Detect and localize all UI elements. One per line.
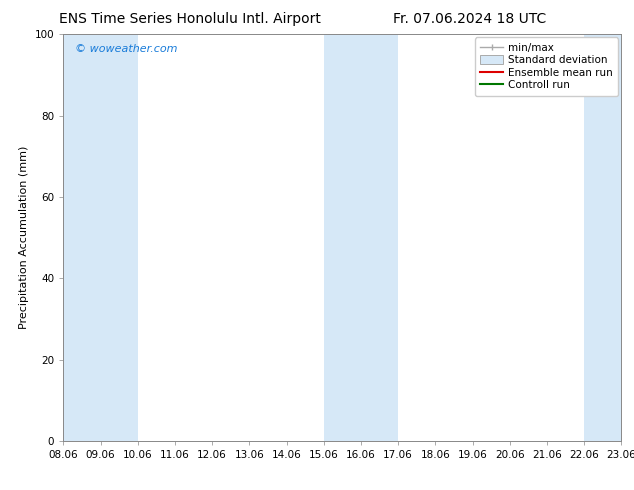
Text: Fr. 07.06.2024 18 UTC: Fr. 07.06.2024 18 UTC [392, 12, 546, 26]
Bar [584, 34, 621, 441]
Text: © woweather.com: © woweather.com [75, 45, 177, 54]
Bar [324, 34, 398, 441]
Legend: min/max, Standard deviation, Ensemble mean run, Controll run: min/max, Standard deviation, Ensemble me… [475, 37, 618, 96]
Text: ENS Time Series Honolulu Intl. Airport: ENS Time Series Honolulu Intl. Airport [59, 12, 321, 26]
Bar [63, 34, 138, 441]
Y-axis label: Precipitation Accumulation (mm): Precipitation Accumulation (mm) [19, 146, 29, 329]
